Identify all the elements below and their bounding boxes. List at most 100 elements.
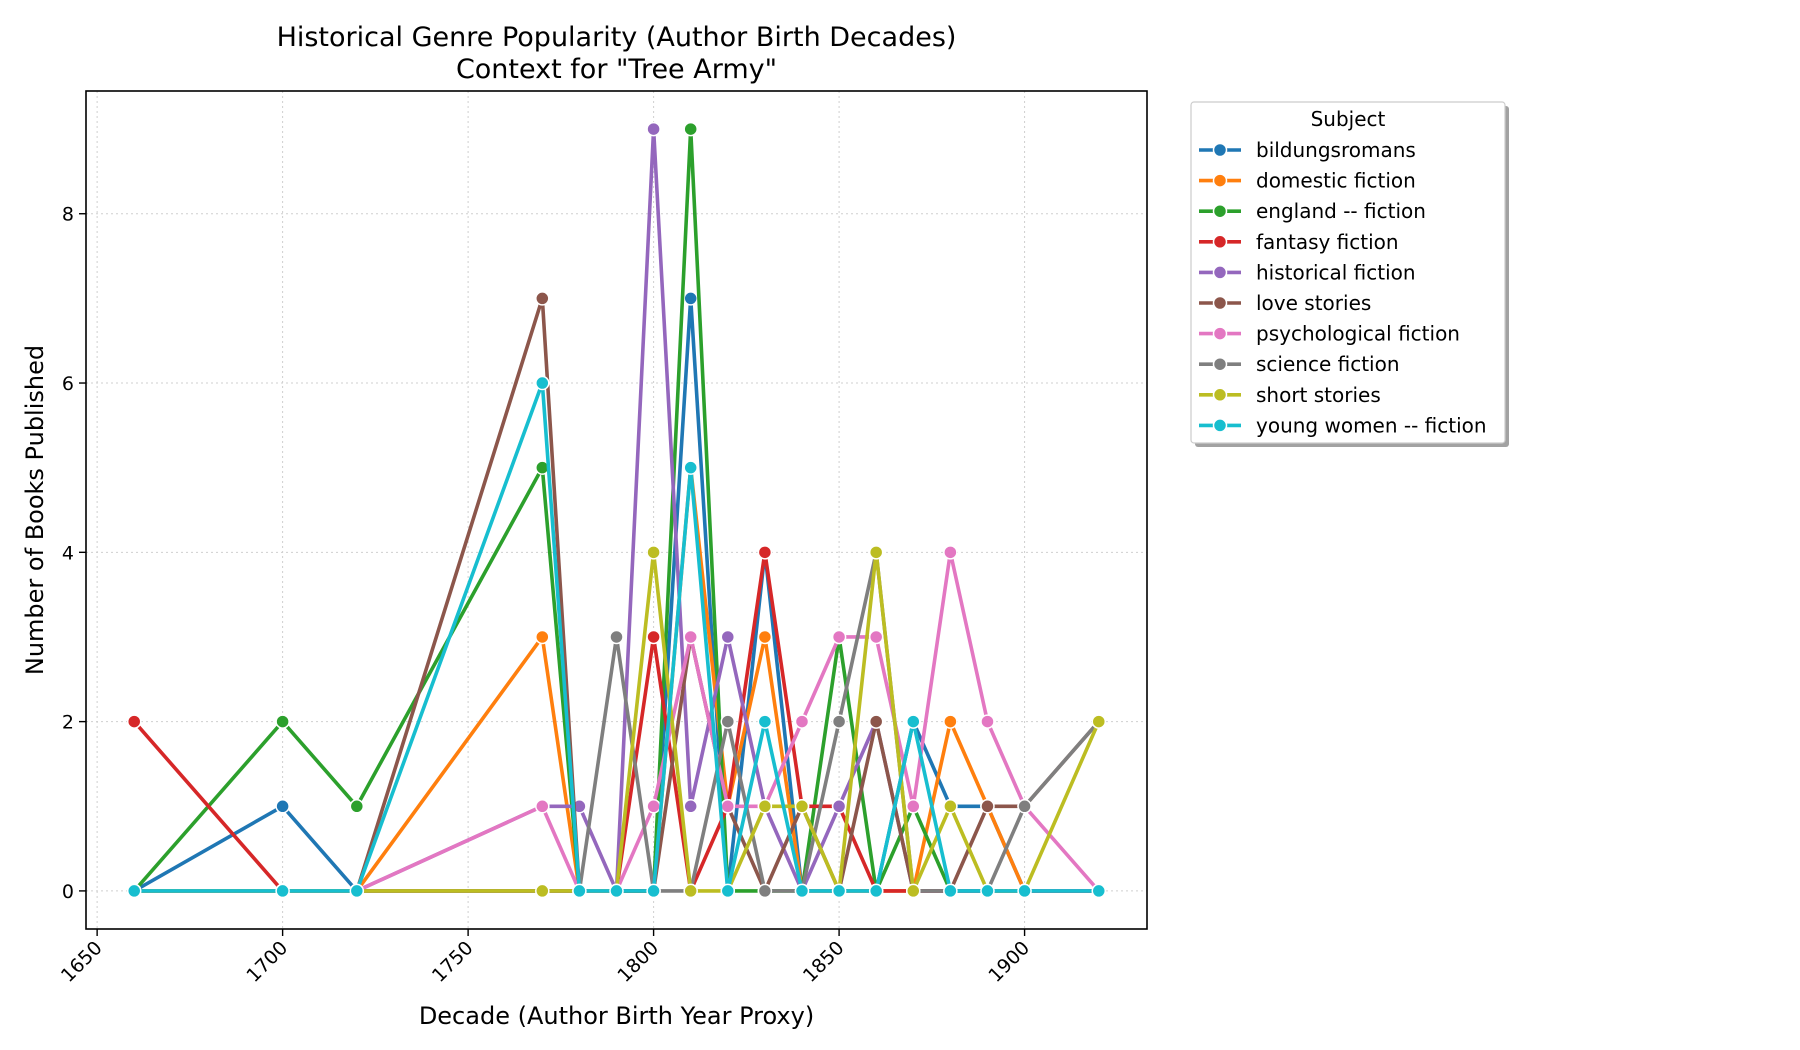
data-point — [794, 799, 810, 814]
x-tick-label: 1700 — [242, 937, 292, 987]
legend-entry: fantasy fiction — [1199, 230, 1399, 254]
legend-swatch-marker — [1212, 265, 1228, 280]
data-point — [720, 883, 736, 899]
legend-label: historical fiction — [1256, 260, 1416, 284]
data-point — [535, 291, 550, 306]
legend-label: science fiction — [1256, 352, 1400, 376]
data-point — [831, 883, 847, 899]
legend-swatch-marker — [1212, 295, 1228, 311]
legend-label: psychological fiction — [1256, 322, 1460, 346]
legend-swatch-marker — [1212, 234, 1228, 250]
legend-label: fantasy fiction — [1256, 230, 1399, 254]
series-lines — [126, 121, 1107, 899]
data-point — [794, 714, 810, 729]
data-point — [720, 629, 736, 645]
series-england-fiction — [126, 121, 1107, 899]
data-point — [757, 545, 773, 560]
data-point — [1017, 883, 1032, 899]
legend-swatch-marker — [1212, 203, 1228, 219]
data-point — [349, 799, 365, 814]
legend-box — [1190, 101, 1506, 444]
legend-label: england -- fiction — [1256, 199, 1426, 223]
y-tick-label: 6 — [62, 373, 74, 395]
data-point — [868, 714, 884, 729]
data-point — [683, 121, 698, 137]
y-tick-label: 2 — [62, 712, 74, 734]
data-point — [683, 883, 698, 899]
data-point — [646, 121, 661, 137]
legend-title: Subject — [1311, 107, 1386, 131]
legend-items: bildungsromans domestic fiction england --… — [1199, 138, 1487, 437]
data-point — [126, 714, 142, 729]
data-point — [126, 883, 142, 899]
legend-entry: science fiction — [1199, 352, 1400, 376]
legend-label: bildungsromans — [1256, 138, 1416, 162]
data-point — [1017, 799, 1032, 814]
data-point — [535, 375, 550, 391]
legend-swatch-marker — [1212, 356, 1228, 372]
data-point — [757, 629, 773, 645]
data-point — [831, 714, 847, 729]
data-point — [868, 545, 884, 560]
legend-entry: bildungsromans — [1199, 138, 1416, 162]
series-domestic-fiction — [126, 460, 1107, 899]
y-axis-label: Number of Books Published — [21, 345, 49, 675]
data-point — [683, 799, 698, 814]
series-young-women-fiction — [126, 375, 1107, 899]
data-point — [609, 883, 624, 899]
legend-swatch-marker — [1212, 387, 1228, 403]
data-point — [535, 799, 550, 814]
data-point — [646, 799, 661, 814]
legend-entry: short stories — [1199, 383, 1381, 407]
data-point — [757, 883, 773, 899]
data-point — [906, 883, 921, 899]
y-tick-label: 8 — [62, 204, 74, 226]
data-point — [868, 883, 884, 899]
data-point — [943, 799, 958, 814]
legend-entry: historical fiction — [1199, 260, 1416, 284]
data-point — [906, 714, 921, 729]
data-point — [980, 799, 995, 814]
y-tick-label: 0 — [62, 881, 74, 903]
data-point — [275, 714, 290, 729]
legend-entry: young women -- fiction — [1199, 413, 1487, 437]
data-point — [535, 883, 550, 899]
legend-label: love stories — [1256, 291, 1371, 315]
data-point — [275, 799, 290, 814]
data-point — [831, 799, 847, 814]
data-point — [535, 629, 550, 645]
data-point — [609, 629, 624, 645]
legend-label: short stories — [1256, 383, 1381, 407]
series-line — [132, 127, 1101, 893]
data-point — [980, 714, 995, 729]
data-point — [683, 460, 698, 475]
x-tick-label: 1650 — [57, 937, 107, 987]
data-point — [980, 883, 995, 899]
data-point — [683, 291, 698, 306]
legend-swatch-marker — [1212, 326, 1228, 341]
series-line — [132, 465, 1101, 893]
x-tick-label: 1750 — [428, 937, 478, 987]
data-point — [720, 714, 736, 729]
data-point — [572, 883, 587, 899]
data-point — [646, 883, 661, 899]
x-tick-label: 1800 — [613, 937, 663, 987]
data-point — [831, 629, 847, 645]
series-historical-fiction — [126, 121, 1107, 899]
data-point — [720, 799, 736, 814]
data-point — [683, 629, 698, 645]
x-axis-label: Decade (Author Birth Year Proxy) — [419, 1002, 814, 1030]
legend-entry: love stories — [1199, 291, 1371, 315]
data-point — [943, 883, 958, 899]
legend-label: domestic fiction — [1256, 169, 1416, 193]
y-tick-label: 4 — [62, 542, 74, 564]
legend-swatch-marker — [1212, 142, 1228, 158]
x-tick-label: 1850 — [799, 937, 849, 987]
data-point — [275, 883, 290, 899]
chart-subtitle: Context for "Tree Army" — [456, 54, 777, 85]
x-tick-label: 1900 — [984, 937, 1034, 987]
legend-swatch-marker — [1212, 173, 1228, 188]
data-point — [757, 714, 773, 729]
legend-entry: psychological fiction — [1199, 322, 1460, 346]
